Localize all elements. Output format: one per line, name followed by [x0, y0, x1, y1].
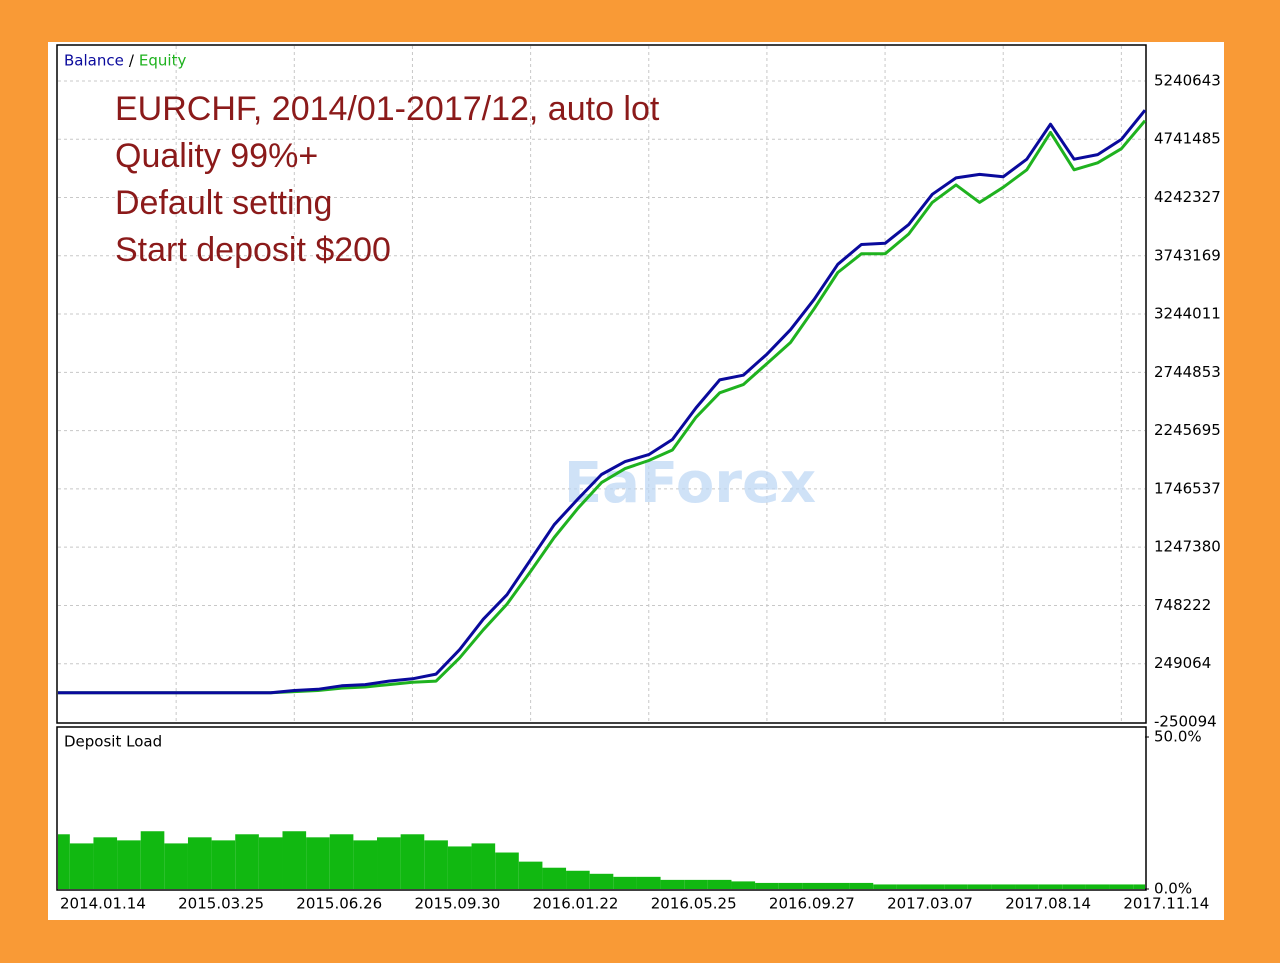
- bar: [58, 834, 70, 889]
- legend: Balance / Equity: [64, 52, 186, 70]
- y-tick-label: 5240643: [1154, 71, 1221, 89]
- bar: [825, 882, 850, 889]
- bar: [235, 834, 259, 889]
- bar: [636, 876, 661, 889]
- bar: [93, 837, 118, 889]
- watermark: EaForex: [564, 451, 816, 516]
- x-tick-label: 2015.09.30: [414, 895, 500, 913]
- x-tick-label: 2015.06.26: [296, 895, 382, 913]
- y-tick-label: 2245695: [1154, 421, 1221, 439]
- bar: [849, 882, 874, 889]
- bar: [1038, 884, 1063, 889]
- bar: [566, 870, 590, 889]
- bar: [447, 846, 472, 889]
- bar: [755, 882, 779, 889]
- bar: [306, 837, 330, 889]
- bar: [873, 884, 897, 889]
- y-tick-label: 1247380: [1154, 538, 1221, 556]
- legend-entry: Balance: [64, 52, 124, 70]
- bar: [707, 879, 732, 889]
- x-tick-label: 2016.01.22: [533, 895, 619, 913]
- bar: [589, 873, 614, 889]
- bar: [967, 884, 992, 889]
- x-tick-label: 2017.11.14: [1123, 895, 1209, 913]
- bar: [471, 843, 496, 889]
- y-tick-label: 249064: [1154, 654, 1211, 672]
- y-tick-label: 50.0%: [1154, 728, 1202, 746]
- annotation: EURCHF, 2014/01-2017/12, auto lot: [115, 90, 660, 128]
- legend-separator: /: [129, 52, 135, 70]
- bar: [778, 882, 803, 889]
- annotation: Default setting: [115, 184, 332, 222]
- load-plot-frame: [56, 726, 1147, 891]
- main-plot-frame: [56, 44, 1147, 724]
- bar: [802, 882, 826, 889]
- y-tick-label: 0.0%: [1154, 880, 1192, 898]
- x-tick-label: 2017.08.14: [1005, 895, 1091, 913]
- bar: [896, 884, 921, 889]
- y-tick-label: 1746537: [1154, 479, 1221, 497]
- bar: [518, 861, 543, 889]
- bar: [377, 837, 401, 889]
- legend-entry: Equity: [139, 52, 187, 70]
- bar: [1109, 884, 1134, 889]
- x-tick-label: 2016.05.25: [651, 895, 737, 913]
- y-tick-label: 4242327: [1154, 188, 1221, 206]
- x-tick-label: 2017.03.07: [887, 895, 973, 913]
- bar: [329, 834, 354, 889]
- bar: [187, 837, 212, 889]
- bar: [542, 867, 567, 889]
- bar: [424, 840, 448, 889]
- bar: [613, 876, 637, 889]
- y-tick-label: 4741485: [1154, 130, 1221, 148]
- y-tick-label: -250094: [1154, 713, 1217, 731]
- bar: [211, 840, 236, 889]
- bar: [258, 837, 283, 889]
- bar: [1015, 884, 1039, 889]
- bar: [164, 843, 188, 889]
- bar: [69, 843, 94, 889]
- bar: [1085, 884, 1110, 889]
- bar: [684, 879, 708, 889]
- annotation: Start deposit $200: [115, 231, 391, 269]
- bar: [282, 831, 307, 889]
- x-tick-label: 2015.03.25: [178, 895, 264, 913]
- series-line: [58, 109, 1147, 695]
- bar: [117, 840, 141, 889]
- bar: [495, 852, 519, 889]
- y-tick-label: 2744853: [1154, 363, 1221, 381]
- bar: [991, 884, 1016, 889]
- bar: [1062, 884, 1086, 889]
- x-tick-label: 2014.01.14: [60, 895, 146, 913]
- bar: [944, 884, 968, 889]
- y-tick-label: 3743169: [1154, 246, 1221, 264]
- bar: [1133, 884, 1145, 889]
- x-tick-label: 2016.09.27: [769, 895, 855, 913]
- y-tick-label: 748222: [1154, 596, 1211, 614]
- y-tick-label: 3244011: [1154, 305, 1221, 323]
- panel-title: Deposit Load: [64, 733, 162, 751]
- bar: [353, 840, 378, 889]
- bar: [920, 884, 945, 889]
- bar: [140, 831, 165, 889]
- bar: [660, 879, 685, 889]
- bar: [731, 881, 756, 889]
- annotation: Quality 99%+: [115, 137, 318, 175]
- bar: [400, 834, 425, 889]
- panel: [48, 42, 1224, 920]
